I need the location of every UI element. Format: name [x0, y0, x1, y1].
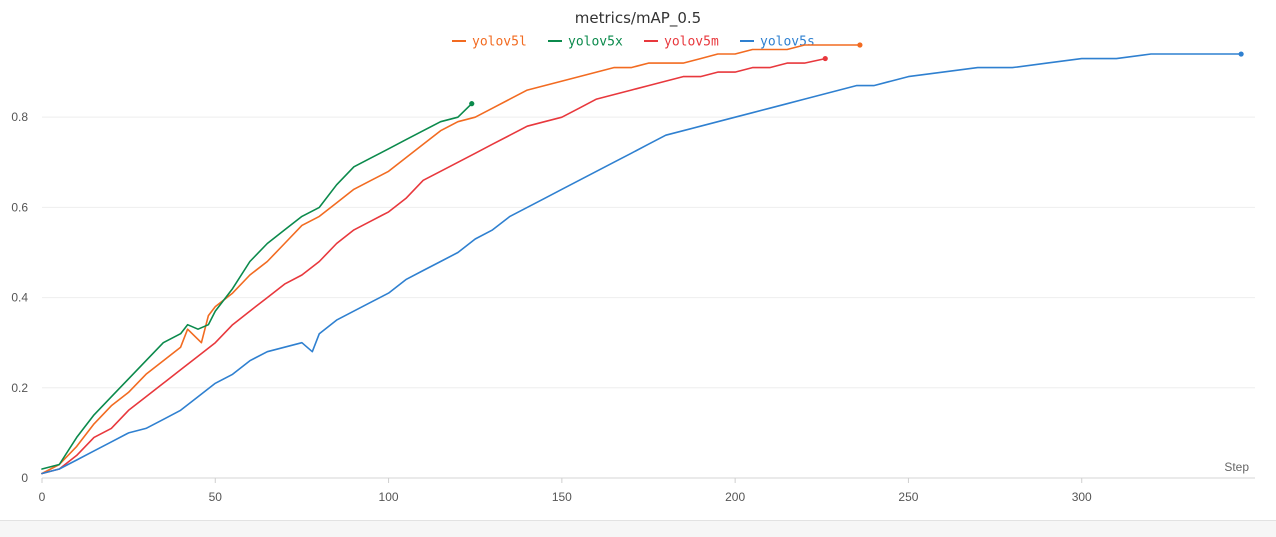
legend-item-yolov5s[interactable]: yolov5s	[740, 35, 815, 50]
series-end-point-yolov5x	[469, 101, 475, 107]
y-tick-label: 0.2	[11, 381, 28, 395]
x-tick-label: 200	[725, 490, 745, 504]
chart-title: metrics/mAP_0.5	[575, 9, 701, 28]
series-line-yolov5x	[41, 102, 473, 470]
series-end-point-yolov5m	[822, 55, 828, 62]
series-end-point-yolov5s	[1238, 51, 1244, 57]
axes: 0 0.2 0.4 0.6 0.8 0 50 100 150 200 250 300	[11, 110, 1255, 504]
y-tick-label: 0.6	[11, 200, 28, 214]
grid-lines	[42, 116, 1255, 389]
legend-item-yolov5l[interactable]: yolov5l	[452, 35, 527, 50]
x-tick-label: 250	[898, 490, 918, 504]
series-line-yolov5s	[41, 53, 1242, 475]
x-tick-label: 50	[209, 490, 223, 504]
x-tick-label: 300	[1072, 490, 1092, 504]
x-tick-label: 0	[39, 490, 46, 504]
legend-item-yolov5x[interactable]: yolov5x	[548, 35, 623, 50]
y-tick-label: 0.8	[11, 110, 28, 124]
x-tick-label: 100	[379, 490, 399, 504]
legend: yolov5l yolov5x yolov5m yolov5s	[452, 35, 815, 50]
legend-label: yolov5s	[760, 35, 815, 50]
x-axis-label: Step	[1224, 460, 1249, 474]
footer-bar	[0, 520, 1276, 537]
series-group	[41, 42, 1244, 475]
legend-label: yolov5l	[472, 35, 527, 50]
y-tick-label: 0	[21, 471, 28, 485]
series-end-point-yolov5l	[857, 42, 863, 48]
legend-label: yolov5x	[568, 35, 623, 50]
series-line-yolov5m	[41, 57, 827, 475]
x-tick-label: 150	[552, 490, 572, 504]
legend-label: yolov5m	[664, 35, 719, 50]
y-tick-label: 0.4	[11, 291, 28, 305]
legend-item-yolov5m[interactable]: yolov5m	[644, 35, 719, 50]
series-line-yolov5l	[41, 44, 861, 475]
